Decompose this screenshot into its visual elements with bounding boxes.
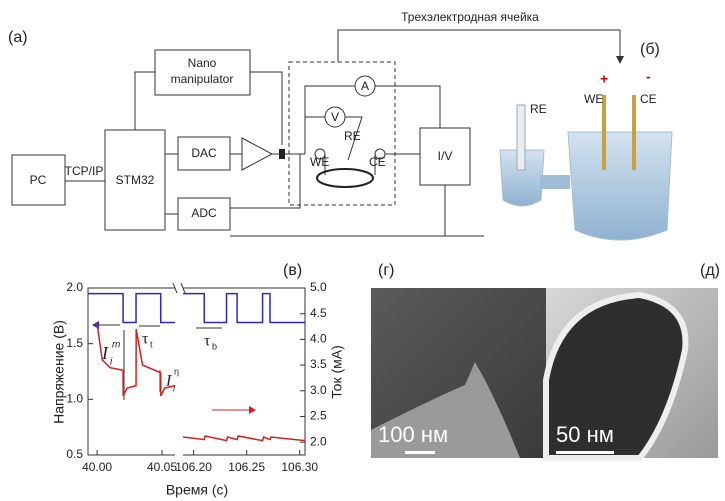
panel-label: (г) — [378, 262, 395, 279]
electrode-label: RE — [344, 129, 361, 143]
block-label: STM32 — [116, 173, 155, 187]
annotation: b — [212, 341, 217, 351]
electrode-rod — [602, 95, 606, 170]
x-tick-label: 40.05 — [147, 460, 177, 474]
block-label: PC — [30, 173, 47, 187]
electrode-rod — [632, 95, 636, 170]
x-tick-label: 106.20 — [175, 460, 212, 474]
annotation: m — [112, 340, 120, 351]
arrow-head — [249, 406, 256, 414]
polarity: - — [646, 69, 651, 85]
scale-label: 50 нм — [556, 422, 614, 447]
y-tick-label: 0.5 — [66, 447, 83, 461]
meter-label: V — [331, 110, 339, 124]
photo-label: WE — [584, 92, 603, 106]
scale-label: 100 нм — [378, 422, 448, 447]
x-axis-title: Время (с) — [166, 482, 228, 498]
y-axis-title: Напряжение (В) — [51, 320, 67, 424]
bridge — [540, 175, 570, 189]
block-label: ADC — [191, 206, 217, 220]
connector — [230, 185, 484, 236]
electrode-label: CE — [369, 155, 386, 169]
meter-label: A — [361, 79, 369, 93]
panel-label: (д) — [700, 262, 720, 279]
panel-label: (a) — [8, 29, 28, 46]
panel-label: (в) — [283, 262, 302, 279]
junction — [279, 149, 285, 159]
amplifier — [242, 138, 272, 170]
y2-tick-label: 4.0 — [310, 332, 327, 346]
annotation: t — [150, 339, 153, 349]
y-tick-label: 1.0 — [66, 392, 83, 406]
panel-label: (б) — [640, 41, 660, 58]
axis-break — [173, 283, 185, 293]
connector — [230, 154, 305, 208]
scale-bar — [556, 451, 614, 454]
x-tick-label: 106.25 — [228, 460, 265, 474]
block-label: Nano — [188, 56, 217, 70]
connector — [135, 72, 155, 130]
annotation: η — [174, 366, 179, 376]
cell-vessel — [317, 169, 373, 187]
x-tick-label: 40.00 — [82, 460, 112, 474]
x-tick-label: 106.30 — [281, 460, 318, 474]
y2-tick-label: 5.0 — [310, 280, 327, 294]
figure: (a) Трехэлектродная ячейка PC TCP/IP STM… — [0, 0, 725, 501]
chart: (в) Напряжение (В) Ток (мА) Время (с) I … — [51, 262, 345, 497]
photo-label: RE — [530, 102, 547, 116]
series-line — [88, 294, 175, 323]
y2-tick-label: 4.5 — [310, 306, 327, 320]
y-tick-label: 2.0 — [66, 280, 83, 294]
page: {"diagram": {"panel_label": "(a)", "cell… — [0, 0, 725, 501]
beaker — [568, 132, 672, 240]
y2-tick-label: 3.0 — [310, 383, 327, 397]
y2-tick-label: 2.5 — [310, 409, 327, 423]
scale-bar — [405, 451, 435, 454]
series-line — [97, 324, 175, 396]
y2-axis-title: Ток (мА) — [329, 345, 345, 399]
block-label: DAC — [191, 146, 217, 160]
y-tick-label: 1.5 — [66, 336, 83, 350]
annotation: τ — [204, 333, 211, 350]
connector — [165, 154, 178, 214]
electrode-rod — [517, 105, 525, 170]
arrow-head — [616, 56, 624, 64]
block-label: I/V — [438, 149, 453, 163]
polarity: + — [600, 71, 608, 87]
connector — [250, 72, 282, 145]
y2-tick-label: 3.5 — [310, 357, 327, 371]
link-label: TCP/IP — [65, 164, 104, 178]
annotation: τ — [142, 331, 149, 348]
electrode-label: WE — [310, 155, 329, 169]
block-label: manipulator — [171, 72, 234, 86]
series-line — [183, 294, 305, 323]
series-line — [183, 436, 305, 441]
annotation: i — [110, 357, 113, 368]
axis-frame — [88, 288, 305, 455]
y2-tick-label: 2.0 — [310, 434, 327, 448]
annotation: i — [173, 383, 176, 393]
connector — [338, 30, 620, 62]
photo-label: CE — [640, 92, 657, 106]
cell-label: Трехэлектродная ячейка — [401, 10, 539, 24]
